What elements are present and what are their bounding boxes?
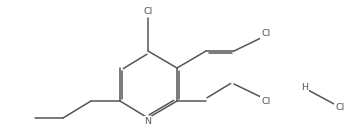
- Text: Cl: Cl: [261, 29, 271, 38]
- Text: Cl: Cl: [143, 8, 153, 16]
- Text: Cl: Cl: [261, 96, 271, 105]
- Text: H: H: [302, 82, 309, 92]
- Text: Cl: Cl: [336, 102, 345, 112]
- Text: N: N: [144, 116, 152, 125]
